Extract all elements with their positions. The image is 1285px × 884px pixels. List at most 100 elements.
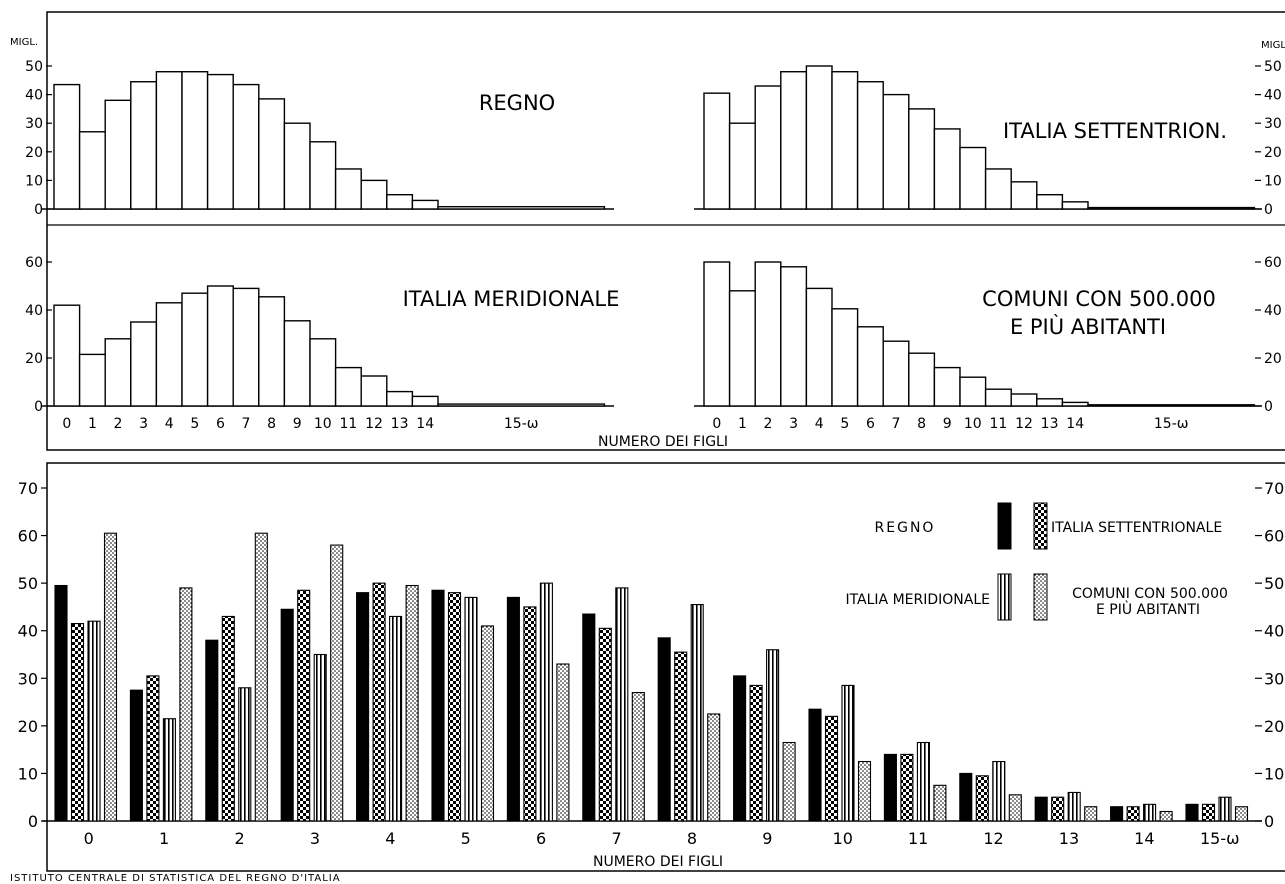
x-tick-label-grouped-9: 9: [762, 829, 772, 848]
x-tick-label-3-15: 15-ω: [1154, 416, 1189, 432]
x-tick-label-3-2: 2: [764, 416, 773, 432]
bar-2-0: [53, 304, 81, 407]
bar-3-7: [882, 340, 910, 407]
bar-grouped-8-1: [674, 651, 688, 822]
x-tick-label-grouped-7: 7: [611, 829, 621, 848]
bar-1-1: [728, 122, 756, 210]
bar-grouped-3-1: [297, 589, 311, 822]
bar-grouped-4-2: [389, 615, 403, 822]
bar-2-14: [411, 395, 439, 407]
bar-3-0: [703, 261, 731, 407]
x-tick-label-2-9: 9: [293, 416, 302, 432]
y-tick-label-grouped-right-70: 70: [1264, 479, 1284, 498]
bar-grouped-15-1: [1201, 803, 1216, 822]
x-tick-label-2-2: 2: [114, 416, 123, 432]
x-tick-label-3-6: 6: [866, 416, 875, 432]
bar-2-9: [283, 320, 311, 407]
bar-0-0: [53, 83, 81, 210]
bar-grouped-7-3: [631, 692, 645, 822]
x-tick-label-2-12: 12: [365, 416, 383, 432]
bar-grouped-7-2: [615, 587, 629, 822]
bar-grouped-12-2: [992, 760, 1006, 822]
bar-2-6: [206, 285, 234, 407]
legend-swatch-meridionale: [997, 573, 1012, 621]
x-tick-label-2-6: 6: [216, 416, 225, 432]
bar-grouped-14-1: [1126, 806, 1140, 822]
y-tick-label-2-0: 0: [34, 399, 43, 415]
legend-label-regno: REGNO: [875, 520, 936, 536]
y-tick-label-3-40: 40: [1264, 303, 1282, 319]
y-tick-label-0-0: 0: [34, 202, 43, 218]
bar-grouped-8-2: [690, 603, 704, 822]
title-regno: REGNO: [479, 91, 555, 115]
x-tick-label-2-1: 1: [88, 416, 97, 432]
y-tick-label-0-30: 30: [25, 116, 43, 132]
bar-grouped-1-2: [162, 718, 176, 822]
y-tick-label-0-40: 40: [25, 88, 43, 104]
y-tick-label-grouped-left-50: 50: [18, 574, 38, 593]
y-tick-label-3-60: 60: [1264, 255, 1282, 271]
x-tick-label-grouped-8: 8: [687, 829, 697, 848]
x-tick-label-3-7: 7: [892, 416, 901, 432]
bar-2-10: [309, 338, 337, 407]
bar-3-6: [856, 326, 884, 407]
xlabel-bottom: NUMERO DEI FIGLI: [593, 854, 723, 870]
y-tick-label-grouped-left-30: 30: [18, 669, 38, 688]
bar-grouped-5-1: [447, 592, 462, 822]
bar-grouped-5-3: [480, 625, 495, 822]
bar-0-9: [283, 122, 311, 210]
bar-grouped-14-0: [1110, 806, 1124, 822]
bar-1-5: [831, 71, 859, 210]
bar-2-15: [437, 403, 606, 407]
bar-grouped-3-0: [280, 608, 294, 822]
bar-1-7: [882, 93, 910, 210]
x-tick-label-3-8: 8: [917, 416, 926, 432]
bar-0-5: [181, 71, 209, 210]
bar-0-8: [258, 98, 286, 210]
bar-grouped-10-0: [808, 708, 822, 822]
legend-label-meridionale: ITALIA MERIDIONALE: [845, 592, 990, 608]
legend-swatch-comuni: [1033, 573, 1048, 621]
bar-grouped-7-0: [582, 613, 596, 822]
x-tick-label-grouped-14: 14: [1134, 829, 1154, 848]
bar-grouped-15-0: [1185, 803, 1199, 822]
bar-grouped-14-3: [1159, 810, 1173, 822]
y-tick-label-1-10: 10: [1264, 173, 1282, 189]
bar-grouped-9-0: [733, 675, 747, 822]
x-tick-label-3-9: 9: [943, 416, 952, 432]
y-tick-label-grouped-right-10: 10: [1264, 764, 1284, 783]
x-tick-label-3-10: 10: [964, 416, 982, 432]
y-tick-label-3-20: 20: [1264, 351, 1282, 367]
bar-grouped-8-0: [657, 637, 671, 822]
y-tick-label-grouped-left-40: 40: [18, 622, 38, 641]
bar-grouped-6-2: [539, 582, 553, 822]
bar-1-8: [908, 108, 936, 210]
x-tick-label-2-7: 7: [242, 416, 251, 432]
x-tick-label-3-5: 5: [840, 416, 849, 432]
bar-grouped-8-3: [707, 713, 721, 822]
bar-0-14: [411, 199, 439, 210]
bar-1-3: [780, 71, 808, 210]
y-tick-label-grouped-left-70: 70: [18, 479, 38, 498]
title-comuni-line1: COMUNI CON 500.000: [982, 287, 1216, 311]
x-tick-label-grouped-4: 4: [385, 829, 395, 848]
x-tick-label-grouped-2: 2: [234, 829, 244, 848]
x-tick-label-3-13: 13: [1041, 416, 1059, 432]
x-tick-label-3-4: 4: [815, 416, 824, 432]
bar-grouped-5-0: [431, 589, 445, 822]
bar-grouped-7-1: [598, 627, 612, 822]
y-tick-label-1-40: 40: [1264, 88, 1282, 104]
bar-grouped-2-1: [221, 615, 235, 822]
x-tick-label-3-14: 14: [1066, 416, 1084, 432]
bar-1-15: [1087, 206, 1256, 210]
x-tick-label-2-14: 14: [416, 416, 434, 432]
x-tick-label-grouped-0: 0: [84, 829, 94, 848]
y-tick-label-0-50: 50: [25, 59, 43, 75]
bar-2-1: [78, 353, 106, 407]
y-tick-label-grouped-right-20: 20: [1264, 717, 1284, 736]
bar-0-2: [104, 99, 132, 210]
x-tick-label-3-11: 11: [989, 416, 1007, 432]
bar-grouped-6-3: [556, 663, 570, 822]
